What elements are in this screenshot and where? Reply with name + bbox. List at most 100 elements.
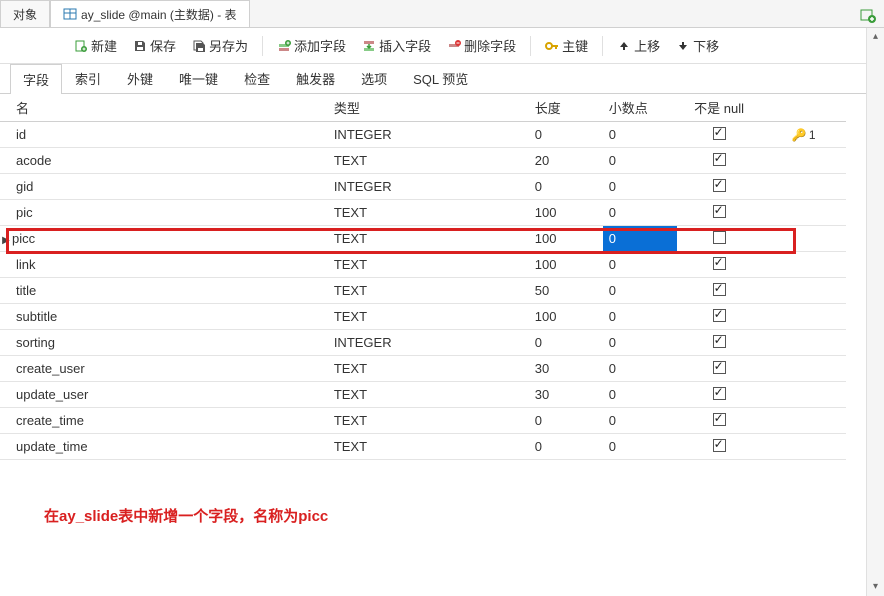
cell-length: 20 [535,153,549,168]
col-header-key[interactable] [761,94,846,122]
cell-length: 100 [535,257,557,272]
table-row[interactable]: update_userTEXT300 [0,382,846,408]
subtab-1[interactable]: 索引 [62,63,114,93]
cell-length: 0 [535,413,542,428]
notnull-checkbox[interactable] [713,153,726,166]
cell-decimal: 0 [609,153,616,168]
note-t2: 表中新增一个字段，名称为 [118,508,298,525]
col-header-decimal[interactable]: 小数点 [603,94,677,122]
move-up-button[interactable]: 上移 [613,33,664,58]
cell-type: TEXT [334,439,367,454]
add-field-button[interactable]: 添加字段 [273,33,350,58]
table-row[interactable]: picTEXT1000 [0,200,846,226]
subtab-6[interactable]: 选项 [348,63,400,93]
col-header-notnull[interactable]: 不是 null [677,94,762,122]
subtab-7[interactable]: SQL 预览 [400,63,481,93]
col-header-length[interactable]: 长度 [529,94,603,122]
subtab-4[interactable]: 检查 [231,63,283,93]
insert-field-button[interactable]: 插入字段 [358,33,435,58]
table-row[interactable]: create_timeTEXT00 [0,408,846,434]
cell-decimal: 0 [609,335,616,350]
table-row[interactable]: linkTEXT1000 [0,252,846,278]
notnull-checkbox[interactable] [713,361,726,374]
cell-name: update_time [16,439,88,454]
notnull-checkbox[interactable] [713,439,726,452]
cell-type: TEXT [334,361,367,376]
col-header-type[interactable]: 类型 [328,94,529,122]
cell-type: TEXT [334,283,367,298]
notnull-checkbox[interactable] [713,387,726,400]
saveas-icon [192,39,206,53]
cell-name: gid [16,179,33,194]
cell-name: id [16,127,26,142]
note-b1: ay_slide [59,508,118,525]
col-header-name[interactable]: 名 [0,94,328,122]
cell-length: 0 [535,439,542,454]
cell-name: link [16,257,36,272]
primary-key-label: 主键 [562,36,588,55]
delete-field-button[interactable]: 删除字段 [443,33,520,58]
insert-field-icon [362,39,376,53]
cell-length: 100 [535,231,557,246]
notnull-checkbox[interactable] [713,127,726,140]
notnull-checkbox[interactable] [713,179,726,192]
new-icon [74,39,88,53]
move-up-label: 上移 [634,36,660,55]
row-marker-icon: ▶ [2,235,10,246]
notnull-checkbox[interactable] [713,257,726,270]
scroll-up-button[interactable]: ▴ [867,28,884,46]
saveas-label: 另存为 [209,36,248,55]
table-row[interactable]: create_userTEXT300 [0,356,846,382]
save-button[interactable]: 保存 [129,33,180,58]
cell-type: INTEGER [334,179,392,194]
subtab-5[interactable]: 触发器 [283,63,348,93]
cell-type: INTEGER [334,335,392,350]
table-row[interactable]: subtitleTEXT1000 [0,304,846,330]
subtab-3[interactable]: 唯一键 [166,63,231,93]
new-button[interactable]: 新建 [70,33,121,58]
saveas-button[interactable]: 另存为 [188,33,252,58]
notnull-checkbox[interactable] [713,309,726,322]
notnull-checkbox[interactable] [713,283,726,296]
cell-type: TEXT [334,205,367,220]
subtab-2[interactable]: 外键 [114,63,166,93]
cell-type: TEXT [334,413,367,428]
cell-decimal: 0 [609,361,616,376]
grid-header-row: 名 类型 长度 小数点 不是 null [0,94,846,122]
tab-object[interactable]: 对象 [0,0,50,27]
tab-add-button[interactable] [852,3,884,27]
cell-name: update_user [16,387,88,402]
table-row[interactable]: gidINTEGER00 [0,174,846,200]
scroll-down-button[interactable]: ▾ [867,578,884,596]
primary-key-button[interactable]: 主键 [541,33,592,58]
cell-length: 50 [535,283,549,298]
table-row[interactable]: update_timeTEXT00 [0,434,846,460]
cell-type: TEXT [334,231,367,246]
move-down-button[interactable]: 下移 [672,33,723,58]
cell-decimal: 0 [609,127,616,142]
delete-field-label: 删除字段 [464,36,516,55]
tab-active[interactable]: ay_slide @main (主数据) - 表 [50,0,250,27]
vertical-scrollbar[interactable]: ▴ ▾ [866,28,884,596]
add-field-icon [277,39,291,53]
cell-type: INTEGER [334,127,392,142]
cell-decimal: 0 [609,231,616,246]
notnull-checkbox[interactable] [713,231,726,244]
notnull-checkbox[interactable] [713,335,726,348]
cell-length: 100 [535,309,557,324]
cell-decimal: 0 [609,283,616,298]
subtab-0[interactable]: 字段 [10,64,62,94]
table-row[interactable]: sortingINTEGER00 [0,330,846,356]
add-field-label: 添加字段 [294,36,346,55]
note-b2: picc [298,508,328,525]
cell-length: 0 [535,179,542,194]
fields-grid: 名 类型 长度 小数点 不是 null idINTEGER00🔑1acodeTE… [0,94,846,460]
table-row[interactable]: idINTEGER00🔑1 [0,122,846,148]
table-row[interactable]: titleTEXT500 [0,278,846,304]
notnull-checkbox[interactable] [713,205,726,218]
arrow-down-icon [676,39,690,53]
table-row[interactable]: ▶piccTEXT1000 [0,226,846,252]
notnull-checkbox[interactable] [713,413,726,426]
move-down-label: 下移 [693,36,719,55]
table-row[interactable]: acodeTEXT200 [0,148,846,174]
